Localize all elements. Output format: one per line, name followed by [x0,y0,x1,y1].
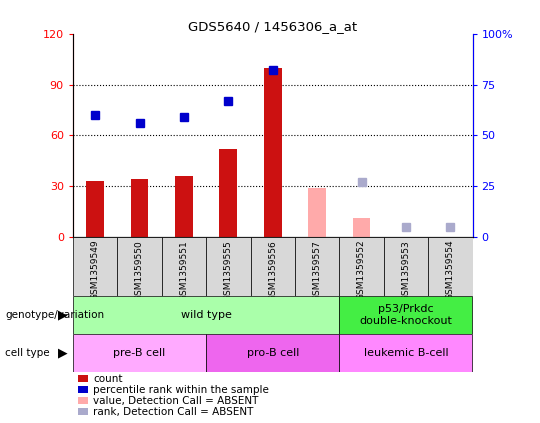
Text: GSM1359552: GSM1359552 [357,240,366,300]
Title: GDS5640 / 1456306_a_at: GDS5640 / 1456306_a_at [188,20,357,33]
Bar [161,237,206,296]
Text: GSM1359553: GSM1359553 [401,240,410,301]
Bar [353,218,370,237]
Text: leukemic B-cell: leukemic B-cell [363,348,448,358]
Text: count: count [93,374,123,384]
Text: pre-B cell: pre-B cell [113,348,166,358]
Text: percentile rank within the sample: percentile rank within the sample [93,385,269,395]
Text: GSM1359550: GSM1359550 [135,240,144,301]
Bar [73,296,339,334]
Bar [264,68,281,237]
Bar [308,188,326,237]
Bar [131,179,149,237]
Bar [251,237,295,296]
Bar [428,237,472,296]
Text: GSM1359557: GSM1359557 [313,240,322,301]
Text: wild type: wild type [181,310,232,320]
Bar [384,237,428,296]
Bar [206,334,339,372]
Bar [117,237,161,296]
Bar [73,334,206,372]
Text: GSM1359551: GSM1359551 [179,240,188,301]
Text: cell type: cell type [5,348,50,358]
Bar [86,181,104,237]
Bar [219,149,237,237]
Bar [339,296,472,334]
Text: ▶: ▶ [58,309,68,321]
Text: pro-B cell: pro-B cell [247,348,299,358]
Bar [339,334,472,372]
Bar [339,237,384,296]
Text: rank, Detection Call = ABSENT: rank, Detection Call = ABSENT [93,407,254,417]
Text: GSM1359549: GSM1359549 [91,240,99,300]
Text: GSM1359555: GSM1359555 [224,240,233,301]
Bar [206,237,251,296]
Text: value, Detection Call = ABSENT: value, Detection Call = ABSENT [93,396,259,406]
Text: genotype/variation: genotype/variation [5,310,105,320]
Bar [175,176,193,237]
Text: ▶: ▶ [58,347,68,360]
Bar [73,237,117,296]
Text: GSM1359556: GSM1359556 [268,240,277,301]
Bar [295,237,339,296]
Text: p53/Prkdc
double-knockout: p53/Prkdc double-knockout [360,304,453,326]
Text: GSM1359554: GSM1359554 [446,240,455,300]
